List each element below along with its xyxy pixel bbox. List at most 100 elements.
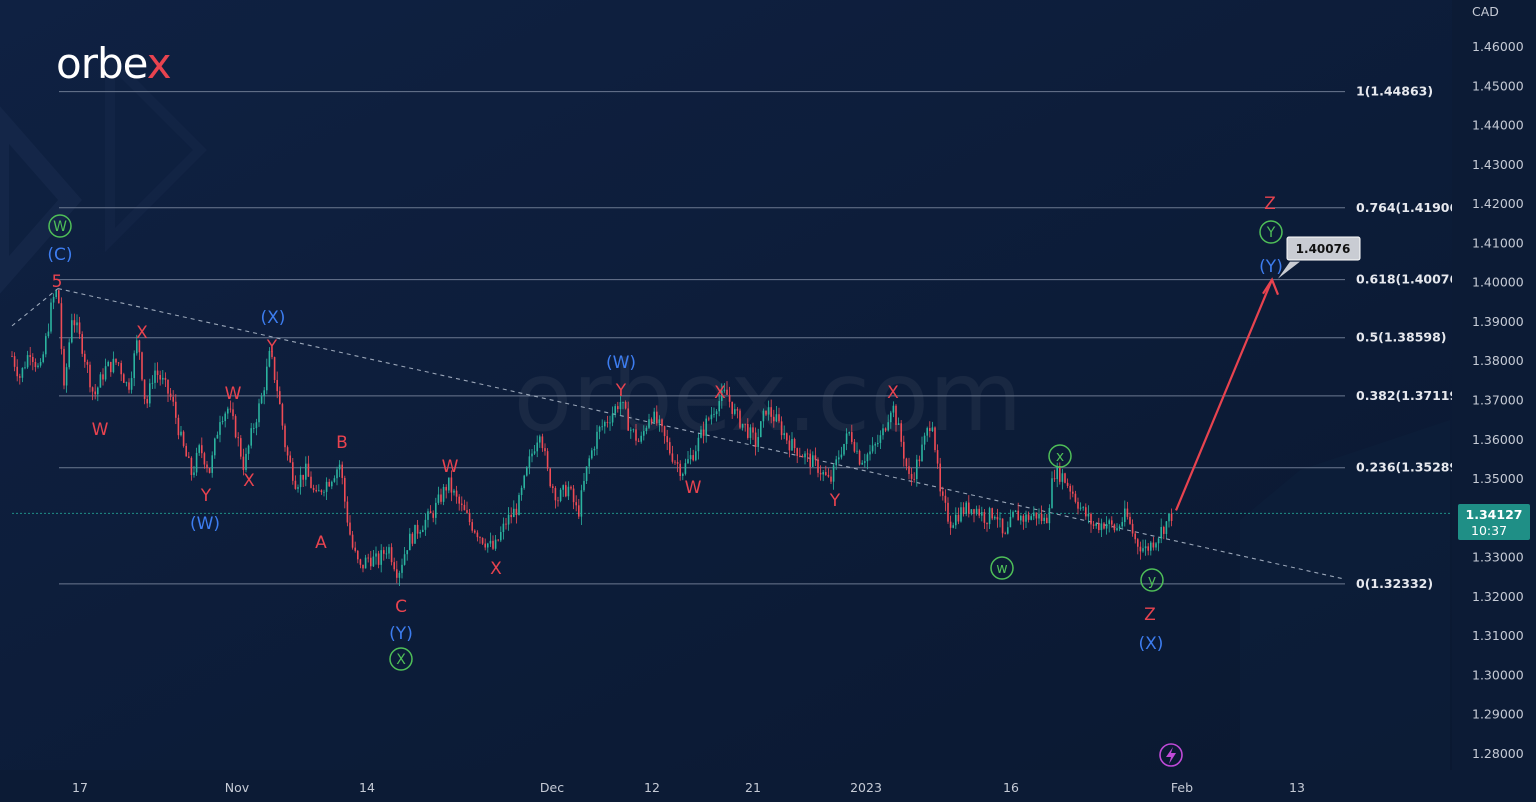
candle-body-406 [1066, 482, 1069, 486]
candle-body-19 [60, 303, 63, 349]
candle-body-216 [572, 488, 575, 503]
candle-body-159 [424, 519, 427, 530]
price-tick-4: 1.42000 [1472, 196, 1524, 211]
candle-body-18 [58, 290, 60, 304]
candle-body-412 [1082, 507, 1084, 509]
candle-body-93 [253, 428, 255, 429]
candle-body-138 [370, 557, 372, 567]
candle-body-200 [531, 453, 533, 457]
fib-label-2: 0.618(1.40076) [1356, 272, 1464, 287]
candle-body-62 [172, 396, 174, 402]
candle-body-342 [900, 423, 902, 442]
candle-body-425 [1116, 528, 1118, 531]
candle-body-92 [250, 428, 252, 446]
wave-label-21: X [714, 383, 726, 403]
candle-body-295 [778, 414, 780, 422]
candle-body-124 [333, 478, 336, 482]
candle-body-401 [1053, 478, 1056, 480]
wave-label-7: W [225, 384, 242, 404]
candle-body-391 [1027, 514, 1030, 520]
candle-body-268 [708, 418, 710, 420]
candle-body-39 [112, 358, 115, 373]
candle-body-49 [138, 340, 141, 353]
candle-body-341 [897, 423, 900, 425]
wave-label-24: x [1056, 449, 1064, 465]
candle-body-152 [406, 550, 408, 555]
candle-body-109 [294, 480, 297, 489]
candle-body-84 [229, 408, 232, 410]
candle-body-349 [918, 459, 921, 462]
candle-body-74 [203, 453, 206, 465]
candle-body-395 [1038, 513, 1040, 519]
candle-body-117 [315, 490, 317, 492]
price-axis[interactable]: CAD 1.46000 1.45000 1.44000 1.43000 1.42000 1… [1452, 0, 1536, 770]
candle-body-287 [757, 437, 759, 447]
candle-body-35 [102, 374, 104, 380]
candle-body-276 [728, 394, 731, 402]
candle-body-122 [328, 481, 330, 487]
candle-body-232 [614, 406, 616, 414]
candle-body-348 [916, 459, 918, 480]
candle-body-427 [1121, 522, 1123, 527]
time-axis[interactable]: 17 Nov 14 Dec 12 21 2023 16 Feb 13 [0, 770, 1536, 802]
candle-body-222 [588, 458, 590, 467]
candle-body-126 [338, 464, 341, 470]
lightning-icon[interactable] [1159, 743, 1183, 767]
candle-body-307 [809, 453, 811, 467]
candle-body-8 [32, 356, 34, 362]
candle-body-309 [814, 455, 817, 460]
candle-body-114 [307, 463, 310, 477]
candle-body-196 [520, 487, 523, 496]
wave-label-28: (X) [1139, 634, 1164, 654]
candle-body-140 [375, 553, 377, 557]
candle-body-417 [1095, 523, 1097, 526]
candle-body-48 [136, 340, 138, 354]
candle-body-442 [1160, 527, 1162, 539]
candle-body-180 [479, 537, 481, 538]
candle-body-168 [448, 477, 450, 491]
candle-body-213 [565, 485, 567, 497]
candle-body-256 [676, 462, 679, 464]
candle-body-389 [1022, 515, 1025, 522]
candle-body-120 [323, 491, 325, 493]
candle-body-185 [492, 540, 494, 549]
candle-body-164 [437, 494, 440, 503]
price-axis-bg [1452, 0, 1536, 770]
wave-label-4: W [92, 420, 109, 440]
candle-body-146 [390, 547, 393, 563]
candle-body-65 [180, 431, 182, 436]
candle-body-69 [190, 457, 193, 475]
candle-body-355 [934, 427, 936, 451]
candle-body-235 [622, 401, 624, 403]
candle-body-42 [120, 363, 122, 375]
candle-body-225 [596, 431, 598, 449]
candle-body-255 [674, 461, 676, 463]
candle-body-77 [211, 455, 213, 473]
candle-body-360 [947, 502, 949, 522]
candle-body-324 [853, 441, 856, 452]
candle-body-181 [481, 537, 484, 544]
candle-body-227 [601, 426, 603, 428]
candle-body-59 [164, 377, 167, 380]
wave-label-27: Z [1144, 605, 1156, 625]
candle-body-325 [856, 450, 858, 452]
candle-body-339 [892, 405, 895, 413]
time-tick-2: 14 [359, 780, 375, 795]
candle-body-207 [549, 468, 551, 487]
wave-circle-0 [48, 214, 72, 238]
candle-body-63 [175, 401, 177, 418]
candle-body-136 [364, 557, 367, 569]
candle-body-183 [487, 543, 489, 548]
candle-body-169 [450, 477, 453, 493]
candle-body-361 [949, 521, 952, 528]
candle-body-230 [609, 422, 611, 424]
candle-body-60 [167, 379, 169, 394]
candle-body-237 [627, 408, 629, 431]
fib-label-1: 0.764(1.41906) [1356, 200, 1464, 215]
candle-body-345 [908, 466, 910, 474]
candle-body-408 [1072, 491, 1074, 494]
candle-body-54 [151, 382, 154, 384]
candle-body-229 [606, 421, 609, 423]
candle-body-106 [286, 447, 289, 456]
